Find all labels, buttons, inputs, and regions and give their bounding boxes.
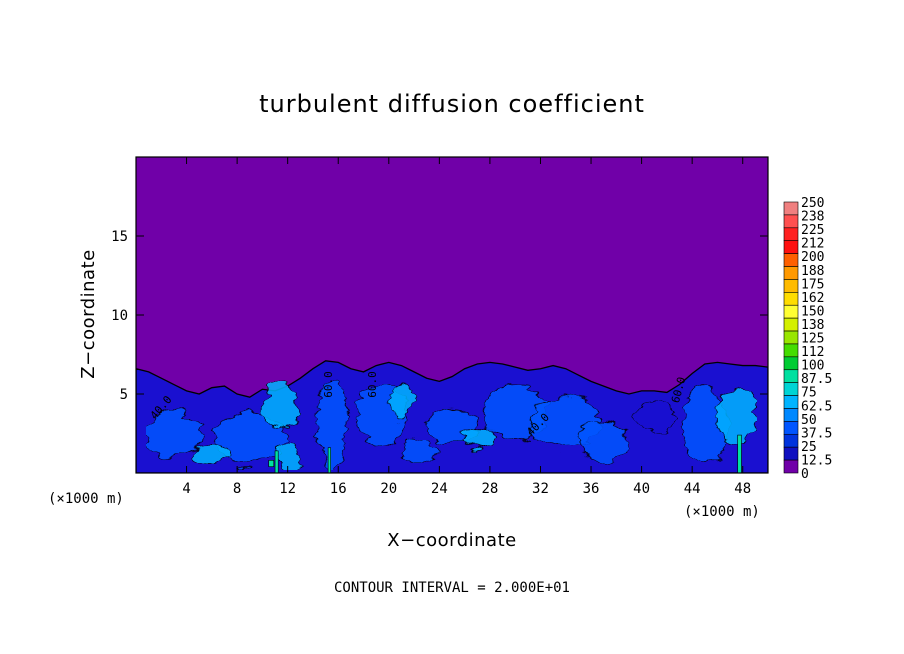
x-tick-label: 4	[182, 481, 190, 497]
colorbar-label: 50	[801, 413, 817, 428]
y-tick-label: 10	[111, 308, 128, 324]
colorbar-label: 212	[801, 237, 824, 252]
plume	[737, 434, 742, 473]
colorbar-swatch	[783, 266, 799, 280]
colorbar: 2502382252122001881751621501381251121008…	[783, 196, 832, 482]
x-tick-label: 24	[431, 481, 448, 497]
colorbar-label: 150	[801, 304, 824, 319]
x-unit-left: (×1000 m)	[48, 491, 124, 507]
colorbar-swatch	[783, 446, 799, 461]
colorbar-swatch	[783, 227, 799, 242]
colorbar-swatch	[783, 433, 799, 448]
plume	[327, 447, 331, 473]
colorbar-label: 0	[801, 467, 809, 482]
x-tick-label: 44	[684, 481, 701, 497]
colorbar-swatch	[783, 292, 799, 306]
colorbar-swatch	[783, 317, 799, 332]
colorbar-swatch	[783, 459, 799, 474]
x-tick-label: 28	[481, 481, 498, 497]
colorbar-label: 25	[801, 440, 817, 455]
colorbar-label: 37.5	[801, 426, 832, 441]
colorbar-swatch	[783, 304, 799, 319]
y-axis-label: Z−coordinate	[78, 249, 99, 378]
x-axis-label: X−coordinate	[387, 530, 516, 551]
colorbar-label: 238	[801, 210, 824, 225]
eddy	[263, 384, 300, 430]
turbulent-eddies	[145, 377, 758, 471]
plot-area: 40.060.0 60.040.060.0	[135, 156, 769, 474]
colorbar-swatch	[783, 382, 799, 396]
colorbar-swatch	[783, 240, 799, 254]
colorbar-label: 62.5	[801, 399, 832, 414]
colorbar-label: 188	[801, 264, 824, 279]
eddy	[577, 422, 630, 461]
colorbar-label: 162	[801, 291, 824, 306]
x-tick-label: 40	[633, 481, 650, 497]
colorbar-swatch	[783, 201, 799, 216]
colorbar-swatch	[783, 395, 799, 409]
colorbar-label: 12.5	[801, 453, 832, 468]
x-unit-right: (×1000 m)	[684, 504, 760, 520]
x-axis-ticks: 4 8 12 16 20 24 28 32 36 40 44 48	[182, 157, 751, 497]
chart-title: turbulent diffusion coefficient	[259, 90, 645, 118]
colorbar-swatch	[783, 343, 799, 358]
x-tick-label: 36	[583, 481, 600, 497]
colorbar-label: 125	[801, 332, 824, 347]
plume	[274, 450, 279, 473]
eddy	[316, 377, 348, 468]
x-tick-label: 20	[380, 481, 397, 497]
x-tick-label: 32	[532, 481, 549, 497]
eddy	[213, 412, 286, 464]
diffusion-field	[136, 360, 768, 473]
y-axis-ticks: 5 10 15	[111, 229, 768, 403]
colorbar-swatch	[783, 214, 799, 229]
x-tick-label: 8	[233, 481, 241, 497]
colorbar-label: 75	[801, 386, 817, 401]
colorbar-label: 112	[801, 345, 824, 360]
eddy	[145, 409, 203, 458]
colorbar-label: 87.5	[801, 372, 832, 387]
colorbar-swatch	[783, 279, 799, 293]
colorbar-label: 175	[801, 277, 824, 292]
eddy	[634, 401, 674, 434]
contour-label: 60.0	[322, 371, 335, 398]
contour-label: 60.0	[366, 371, 379, 398]
contour-interval-note: CONTOUR INTERVAL = 2.000E+01	[334, 580, 570, 596]
colorbar-swatch	[783, 356, 799, 371]
colorbar-swatch	[783, 330, 799, 345]
x-tick-label: 16	[330, 481, 347, 497]
y-tick-label: 15	[111, 229, 128, 245]
plume	[268, 460, 275, 467]
eddy	[715, 387, 758, 445]
contour-labels: 40.060.0 60.040.060.0	[148, 371, 689, 438]
colorbar-swatch	[783, 421, 799, 435]
colorbar-label: 250	[801, 196, 824, 211]
eddy	[459, 425, 496, 449]
colorbar-swatch	[783, 369, 799, 383]
eddy	[389, 382, 414, 422]
eddy	[192, 444, 232, 464]
colorbar-swatch	[783, 253, 799, 267]
y-tick-label: 5	[120, 387, 128, 403]
x-tick-label: 12	[279, 481, 296, 497]
colorbar-label: 225	[801, 223, 824, 238]
colorbar-label: 100	[801, 359, 824, 374]
eddy	[401, 440, 440, 461]
colorbar-swatch	[783, 408, 799, 422]
colorbar-label: 138	[801, 318, 824, 333]
x-tick-label: 48	[734, 481, 751, 497]
colorbar-label: 200	[801, 250, 824, 265]
